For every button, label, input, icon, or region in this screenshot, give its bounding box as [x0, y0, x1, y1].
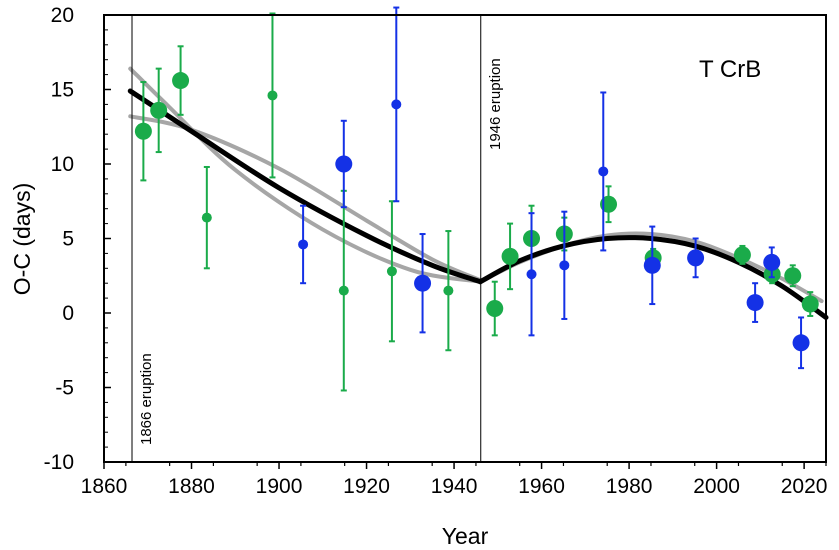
blue-marker	[643, 256, 661, 274]
x-tick-label: 1940	[431, 475, 478, 498]
x-tick-label: 1880	[168, 475, 215, 498]
green-data-point	[486, 280, 504, 337]
blue-marker	[746, 294, 764, 312]
fit-alt-lower	[128, 66, 483, 284]
green-marker	[733, 246, 751, 264]
fit-alt-upper	[128, 114, 483, 283]
axes: 1860 1880 1900 1920 1940 1960 1980 2000 2020 -10 -…	[44, 4, 828, 498]
x-tick-label: 1980	[606, 475, 653, 498]
fit-curves	[127, 66, 829, 320]
blue-marker	[526, 269, 537, 280]
green-data-point	[201, 165, 212, 270]
eruption-label: 1946 eruption	[487, 58, 504, 150]
y-tick-label: 10	[51, 153, 74, 176]
eruption-label: 1866 eruption	[138, 353, 155, 445]
green-data-point	[801, 291, 819, 317]
y-tick-label: -5	[55, 377, 74, 400]
blue-marker	[391, 99, 402, 110]
blue-data-point	[335, 119, 353, 209]
green-marker	[501, 247, 519, 265]
green-marker	[267, 90, 278, 101]
x-tick-label: 2000	[693, 475, 740, 498]
blue-data-point	[526, 212, 537, 337]
y-tick-label: 5	[62, 228, 74, 251]
green-data-point	[600, 185, 618, 224]
x-tick-label: 1920	[343, 475, 390, 498]
fit-main-pre	[127, 88, 483, 285]
green-data-point	[501, 222, 519, 291]
green-data-point	[267, 12, 278, 179]
green-data-point	[150, 67, 168, 154]
chart-title: T CrB	[699, 56, 761, 83]
blue-data-point	[414, 233, 432, 334]
blue-marker	[763, 253, 781, 271]
green-data-point	[338, 189, 349, 392]
blue-data-point	[763, 246, 781, 279]
green-marker	[443, 285, 454, 296]
blue-data-point	[746, 282, 764, 323]
green-marker	[801, 295, 819, 313]
green-marker	[201, 212, 212, 223]
green-marker	[134, 122, 152, 140]
y-tick-label: 0	[62, 302, 74, 325]
green-data-point	[134, 81, 152, 182]
green-marker	[784, 267, 802, 285]
blue-data-point	[687, 237, 705, 279]
blue-marker	[792, 334, 810, 352]
blue-data-point	[598, 91, 609, 252]
x-tick-label: 1860	[81, 475, 128, 498]
blue-data-point	[643, 225, 661, 306]
blue-marker	[414, 274, 432, 292]
x-axis-title: Year	[442, 523, 489, 549]
green-data-point	[784, 264, 802, 288]
blue-marker	[598, 166, 609, 177]
green-marker	[600, 195, 618, 213]
y-axis-title: O-C (days)	[9, 183, 35, 295]
green-data-point	[172, 45, 190, 116]
blue-marker	[687, 249, 705, 267]
x-tick-label: 1960	[518, 475, 565, 498]
blue-data-point	[559, 210, 570, 320]
green-data-point	[443, 230, 454, 352]
y-tick-label: -10	[44, 451, 74, 474]
green-data-point	[733, 244, 751, 265]
y-tick-label: 15	[51, 79, 74, 102]
green-marker	[172, 72, 190, 90]
blue-marker	[559, 260, 570, 271]
blue-data-point	[298, 204, 309, 285]
green-marker	[338, 285, 349, 296]
x-tick-label: 1900	[256, 475, 303, 498]
blue-data-point	[391, 6, 402, 203]
blue-marker	[298, 239, 309, 250]
blue-marker	[335, 155, 353, 173]
data-markers	[134, 6, 819, 392]
x-tick-label: 2020	[781, 475, 828, 498]
green-marker	[486, 300, 504, 318]
green-data-point	[386, 200, 397, 343]
blue-data-point	[792, 316, 810, 370]
green-marker	[386, 266, 397, 277]
y-tick-label: 20	[51, 4, 74, 27]
green-marker	[150, 101, 168, 119]
